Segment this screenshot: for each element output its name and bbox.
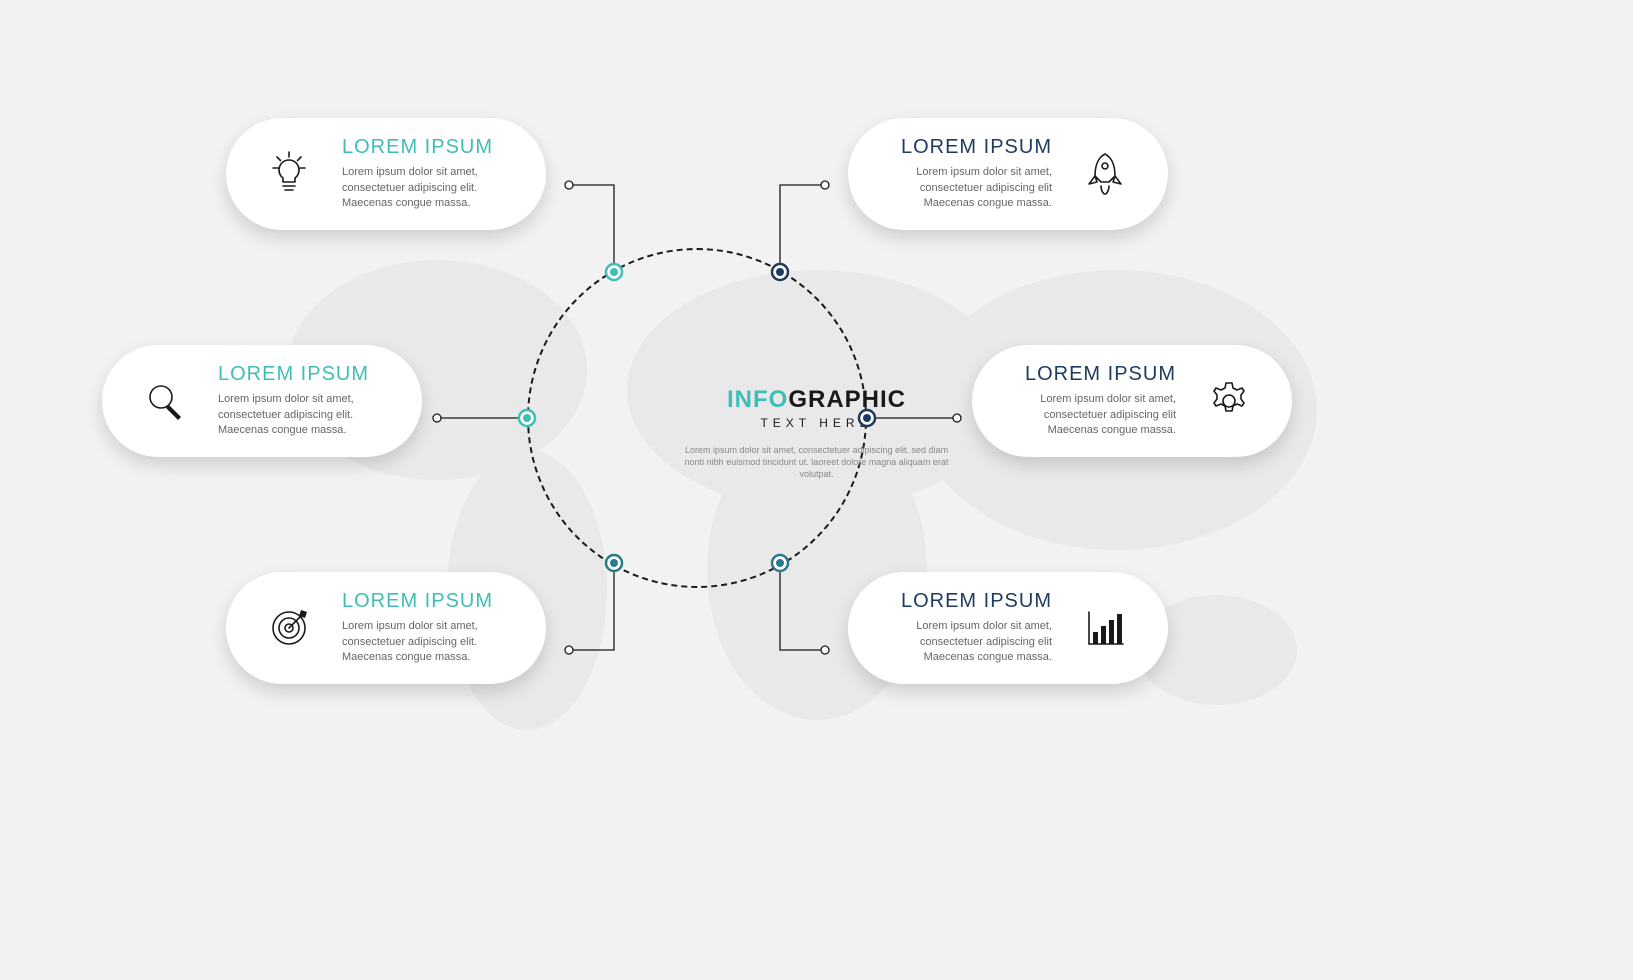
card-title: LOREM IPSUM — [342, 590, 518, 613]
target-icon — [254, 604, 324, 652]
card-gear: LOREM IPSUM Lorem ipsum dolor sit amet, c… — [972, 345, 1292, 457]
card-body: Lorem ipsum dolor sit amet, consectetuer… — [342, 619, 518, 665]
card-body: Lorem ipsum dolor sit amet, consectetuer… — [1000, 392, 1176, 438]
center-title-prefix: INFO — [727, 386, 788, 413]
card-lightbulb: LOREM IPSUM Lorem ipsum dolor sit amet, c… — [226, 118, 546, 230]
card-text: LOREM IPSUM Lorem ipsum dolor sit amet, c… — [342, 136, 518, 211]
center-title: INFOGRAPHIC — [677, 386, 957, 414]
card-target: LOREM IPSUM Lorem ipsum dolor sit amet, c… — [226, 572, 546, 684]
card-body: Lorem ipsum dolor sit amet, consectetuer… — [876, 619, 1052, 665]
card-title: LOREM IPSUM — [1000, 363, 1176, 386]
card-search: LOREM IPSUM Lorem ipsum dolor sit amet, c… — [102, 345, 422, 457]
gear-icon — [1194, 377, 1264, 425]
card-title: LOREM IPSUM — [876, 136, 1052, 159]
center-title-suffix: GRAPHIC — [788, 386, 906, 413]
chart-icon — [1070, 604, 1140, 652]
card-body: Lorem ipsum dolor sit amet, consectetuer… — [342, 165, 518, 211]
search-icon — [130, 377, 200, 425]
card-text: LOREM IPSUM Lorem ipsum dolor sit amet, c… — [876, 590, 1052, 665]
card-body: Lorem ipsum dolor sit amet, consectetuer… — [876, 165, 1052, 211]
lightbulb-icon — [254, 150, 324, 198]
card-title: LOREM IPSUM — [876, 590, 1052, 613]
infographic-stage: INFOGRAPHIC TEXT HERE Lorem ipsum dolor … — [0, 0, 1633, 980]
card-text: LOREM IPSUM Lorem ipsum dolor sit amet, c… — [218, 363, 394, 438]
center-body: Lorem ipsum dolor sit amet, consectetuer… — [677, 444, 957, 480]
card-title: LOREM IPSUM — [218, 363, 394, 386]
card-title: LOREM IPSUM — [342, 136, 518, 159]
card-body: Lorem ipsum dolor sit amet, consectetuer… — [218, 392, 394, 438]
center-text-block: INFOGRAPHIC TEXT HERE Lorem ipsum dolor … — [677, 386, 957, 480]
card-text: LOREM IPSUM Lorem ipsum dolor sit amet, c… — [342, 590, 518, 665]
center-subtitle: TEXT HERE — [677, 416, 957, 430]
rocket-icon — [1070, 150, 1140, 198]
card-rocket: LOREM IPSUM Lorem ipsum dolor sit amet, c… — [848, 118, 1168, 230]
card-text: LOREM IPSUM Lorem ipsum dolor sit amet, c… — [876, 136, 1052, 211]
card-chart: LOREM IPSUM Lorem ipsum dolor sit amet, c… — [848, 572, 1168, 684]
card-text: LOREM IPSUM Lorem ipsum dolor sit amet, c… — [1000, 363, 1176, 438]
